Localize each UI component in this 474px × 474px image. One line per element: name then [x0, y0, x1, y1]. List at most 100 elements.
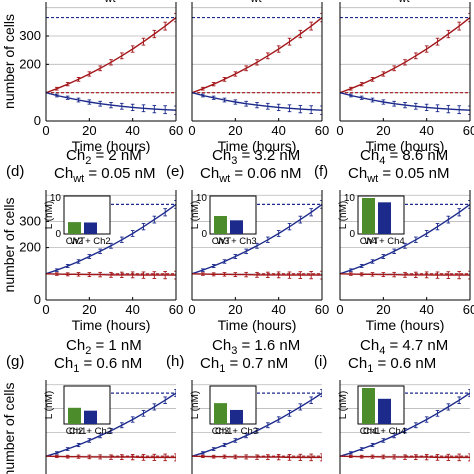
- inset-y-tick-label: 10: [50, 193, 62, 204]
- inset-bar-green: [214, 403, 227, 424]
- inset-y-axis-title: L (nM): [190, 201, 201, 230]
- plot-area: [192, 194, 322, 280]
- x-tick-label: 0: [336, 123, 343, 138]
- x-tick-label: 40: [419, 302, 433, 317]
- inset-category-label: Ch3: [212, 236, 229, 247]
- panel-cond1-i: Ch4 = 4.7 nM: [360, 337, 448, 357]
- panel-letter-g: (g): [6, 353, 24, 370]
- x-axis-title: Time (hours): [218, 317, 297, 333]
- panel-title-c: Mwt = 0.3 nM: [386, 0, 472, 5]
- panel-cond2-h-base: Ch: [200, 355, 219, 372]
- panel-cond1-h-base: Ch: [212, 337, 231, 354]
- plot-area: [46, 384, 176, 462]
- panel-cond1-e-value: = 3.2 nM: [237, 147, 300, 164]
- panel-title-a-subscript: wt: [104, 0, 116, 5]
- inset-y-axis-title: L (nM): [338, 391, 349, 420]
- inset-category-label: Ch4: [360, 426, 377, 437]
- x-tick-label: 20: [228, 123, 242, 138]
- inset-category-label: Ch4: [360, 236, 377, 247]
- panel-cond2-d-subscript: wt: [72, 173, 84, 185]
- panel-cond1-h-subscript: 3: [231, 345, 237, 357]
- plot-area: [192, 7, 322, 115]
- inset-category-label: WT+ Ch4: [364, 236, 404, 247]
- panel-cond2-d: Chwt = 0.05 nM: [54, 165, 155, 185]
- panel-title-b: Mwt = 0.3 nM: [238, 0, 324, 5]
- plot-area: [46, 7, 176, 115]
- panel-cond2-g-base: Ch: [54, 355, 73, 372]
- panel-cond1-f-subscript: 4: [379, 155, 385, 167]
- panel-letter-i: (i): [314, 353, 327, 370]
- x-axis-title: Time (hours): [72, 317, 151, 333]
- x-axis-title: Time (hours): [366, 138, 445, 154]
- x-tick-label: 20: [82, 302, 96, 317]
- panel-cond1-d-base: Ch: [66, 147, 85, 164]
- inset-category-label: WT+ Ch3: [216, 236, 256, 247]
- panel-cond2-f: Chwt = 0.05 nM: [348, 165, 449, 185]
- panel-cond1-i-value: = 4.7 nM: [385, 337, 448, 354]
- inset-category-label: Ch2: [66, 426, 83, 437]
- panel-cond1-g-base: Ch: [66, 337, 85, 354]
- inset-y-tick-label: 0: [201, 229, 207, 240]
- panel-cond1-f-base: Ch: [360, 147, 379, 164]
- x-tick-label: 60: [463, 123, 474, 138]
- x-tick-label: 40: [271, 123, 285, 138]
- panel-cond2-f-value: = 0.05 nM: [378, 165, 449, 182]
- series-line-red: [340, 17, 470, 94]
- inset-category-label: Ch1+ Ch2: [69, 426, 112, 437]
- x-tick-label: 0: [42, 123, 49, 138]
- x-axis-title: Time (hours): [72, 138, 151, 154]
- panel-cond2-i-subscript: 1: [367, 363, 373, 375]
- x-tick-label: 40: [419, 123, 433, 138]
- x-tick-label: 20: [376, 302, 390, 317]
- inset-category-label: Ch2: [66, 236, 83, 247]
- x-tick-label: 20: [376, 123, 390, 138]
- panel-cond2-d-base: Ch: [54, 165, 73, 182]
- panel-title-b-subscript: wt: [250, 0, 262, 5]
- panel-cond1-d: Ch2 = 2 nM: [66, 147, 142, 167]
- panel-letter-h: (h): [166, 353, 184, 370]
- panel-title-c-value: = 0.3 nM: [410, 0, 473, 2]
- y-tick-label: 0: [34, 113, 41, 128]
- y-tick-label: 0: [34, 292, 41, 307]
- panel-cond1-d-subscript: 2: [85, 155, 91, 167]
- panel-title-a-value: = 0.3 nM: [116, 0, 179, 2]
- x-tick-label: 20: [82, 123, 96, 138]
- plot-area: [192, 384, 322, 462]
- x-axis-title: Time (hours): [218, 138, 297, 154]
- panel-cond1-f-value: = 8.6 nM: [385, 147, 448, 164]
- plot-area: [340, 7, 470, 115]
- panel-cond2-h-value: = 0.7 nM: [225, 355, 288, 372]
- y-tick-label: 200: [19, 56, 41, 71]
- x-tick-label: 40: [271, 302, 285, 317]
- series-line-red: [192, 17, 322, 94]
- panel-cond2-e-value: = 0.06 nM: [230, 165, 301, 182]
- x-tick-label: 0: [188, 302, 195, 317]
- panel-cond1-f: Ch4 = 8.6 nM: [360, 147, 448, 167]
- y-axis-title: number of cells: [1, 383, 17, 474]
- inset-category-label: Ch3: [212, 426, 229, 437]
- panel-cond2-e: Chwt = 0.06 nM: [200, 165, 301, 185]
- x-tick-label: 40: [125, 123, 139, 138]
- y-axis-title: number of cells: [1, 14, 17, 109]
- inset-bar-blue: [230, 409, 243, 424]
- panel-cond1-e: Ch3 = 3.2 nM: [212, 147, 300, 167]
- panel-letter-e: (e): [166, 163, 184, 180]
- panel-title-c-base: M: [386, 0, 399, 2]
- inset-bar-blue: [378, 398, 391, 424]
- panel-cond2-i: Ch1 = 0.6 nM: [348, 355, 436, 375]
- panel-cond1-i-base: Ch: [360, 337, 379, 354]
- x-tick-label: 0: [42, 302, 49, 317]
- panel-cond1-h-value: = 1.6 nM: [237, 337, 300, 354]
- x-tick-label: 60: [463, 302, 474, 317]
- inset-bar-green: [214, 216, 227, 234]
- x-tick-label: 20: [228, 302, 242, 317]
- plot-area: [340, 384, 470, 462]
- x-tick-label: 60: [169, 123, 183, 138]
- inset-y-axis-title: L (nM): [190, 391, 201, 420]
- inset-category-label: Ch1+ Ch4: [363, 426, 406, 437]
